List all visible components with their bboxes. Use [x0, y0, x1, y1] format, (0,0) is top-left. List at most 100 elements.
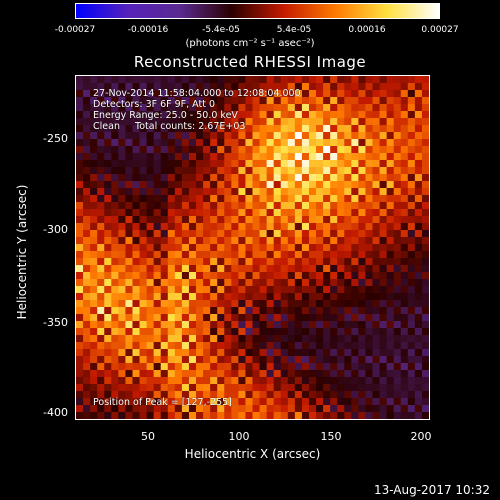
heatmap-cell	[118, 146, 126, 154]
heatmap-cell	[330, 271, 338, 280]
heatmap-cell	[252, 132, 260, 140]
heatmap-cell	[407, 369, 416, 378]
heatmap-cell	[337, 166, 345, 175]
heatmap-cell	[245, 103, 253, 112]
heatmap-cell	[125, 76, 133, 84]
heatmap-cell	[351, 153, 359, 161]
heatmap-cell	[337, 244, 345, 252]
heatmap-cell	[153, 237, 162, 245]
heatmap-cell	[379, 89, 388, 98]
heatmap-cell	[83, 209, 91, 217]
heatmap-cell	[245, 166, 253, 175]
heatmap-cell	[280, 230, 289, 238]
heatmap-cell	[351, 391, 359, 399]
heatmap-cell	[308, 153, 317, 161]
heatmap-cell	[160, 341, 169, 350]
heatmap-cell	[365, 293, 373, 301]
heatmap-cell	[400, 328, 409, 336]
heatmap-cell	[287, 117, 296, 126]
heatmap-cell	[118, 110, 126, 119]
heatmap-cell	[407, 250, 416, 259]
heatmap-cell	[90, 82, 98, 91]
heatmap-cell	[379, 405, 388, 413]
heatmap-cell	[174, 103, 183, 112]
heatmap-cell	[203, 110, 211, 119]
heatmap-cell	[146, 377, 155, 385]
heatmap-cell	[245, 153, 253, 161]
heatmap-cell	[294, 187, 303, 196]
heatmap-cell	[330, 377, 338, 385]
heatmap-cell	[358, 139, 366, 147]
heatmap-cell	[316, 405, 324, 413]
heatmap-cell	[351, 160, 359, 168]
heatmap-cell	[76, 103, 84, 112]
heatmap-cell	[308, 166, 317, 175]
heatmap-cell	[316, 76, 324, 84]
heatmap-cell	[245, 314, 253, 322]
heatmap-cell	[273, 194, 282, 203]
heatmap-cell	[167, 293, 176, 301]
heatmap-cell	[203, 293, 211, 301]
heatmap-cell	[393, 110, 402, 119]
heatmap-cell	[323, 139, 331, 147]
heatmap-cell	[351, 264, 359, 273]
heatmap-cell	[146, 166, 155, 175]
heatmap-cell	[266, 160, 275, 168]
heatmap-cell	[301, 257, 310, 266]
heatmap-cell	[266, 89, 275, 98]
heatmap-cell	[132, 278, 140, 287]
heatmap-cell	[97, 132, 105, 140]
heatmap-cell	[111, 341, 119, 350]
heatmap-cell	[90, 355, 98, 364]
heatmap-cell	[379, 355, 388, 364]
heatmap-cell	[400, 194, 409, 203]
heatmap-cell	[330, 187, 338, 196]
heatmap-cell	[273, 132, 282, 140]
heatmap-cell	[139, 96, 147, 105]
heatmap-cell	[139, 348, 147, 357]
heatmap-cell	[294, 125, 303, 133]
heatmap-cell	[224, 398, 232, 406]
heatmap-cell	[90, 125, 98, 133]
heatmap-cell	[188, 230, 197, 238]
heatmap-cell	[323, 216, 331, 224]
heatmap-cell	[421, 355, 429, 364]
heatmap-cell	[316, 223, 324, 231]
heatmap-cell	[358, 237, 366, 245]
heatmap-cell	[76, 377, 84, 385]
heatmap-cell	[308, 321, 317, 329]
heatmap-cell	[111, 89, 119, 98]
heatmap-cell	[337, 132, 345, 140]
heatmap-cell	[188, 348, 197, 357]
heatmap-cell	[118, 341, 126, 350]
heatmap-cell	[266, 257, 275, 266]
heatmap-cell	[414, 153, 423, 161]
heatmap-cell	[330, 314, 338, 322]
heatmap-cell	[76, 412, 84, 419]
heatmap-cell	[217, 391, 225, 399]
heatmap-cell	[139, 103, 147, 112]
heatmap-cell	[90, 153, 98, 161]
heatmap-cell	[196, 369, 204, 378]
heatmap-cell	[210, 384, 218, 392]
heatmap-cell	[379, 76, 388, 84]
heatmap-cell	[379, 139, 388, 147]
heatmap-cell	[393, 405, 402, 413]
heatmap-cell	[217, 103, 225, 112]
heatmap-cell	[252, 82, 260, 91]
heatmap-cell	[294, 89, 303, 98]
heatmap-cell	[160, 362, 169, 371]
heatmap-cell	[118, 180, 126, 189]
heatmap-cell	[90, 180, 98, 189]
heatmap-cell	[407, 173, 416, 182]
heatmap-cell	[379, 362, 388, 371]
heatmap-cell	[330, 348, 338, 357]
heatmap-cell	[351, 244, 359, 252]
heatmap-cell	[174, 132, 183, 140]
heatmap-cell	[421, 76, 429, 84]
heatmap-cell	[294, 355, 303, 364]
heatmap-cell	[167, 398, 176, 406]
heatmap-cell	[273, 348, 282, 357]
heatmap-cell	[210, 355, 218, 364]
heatmap-cell	[160, 216, 169, 224]
